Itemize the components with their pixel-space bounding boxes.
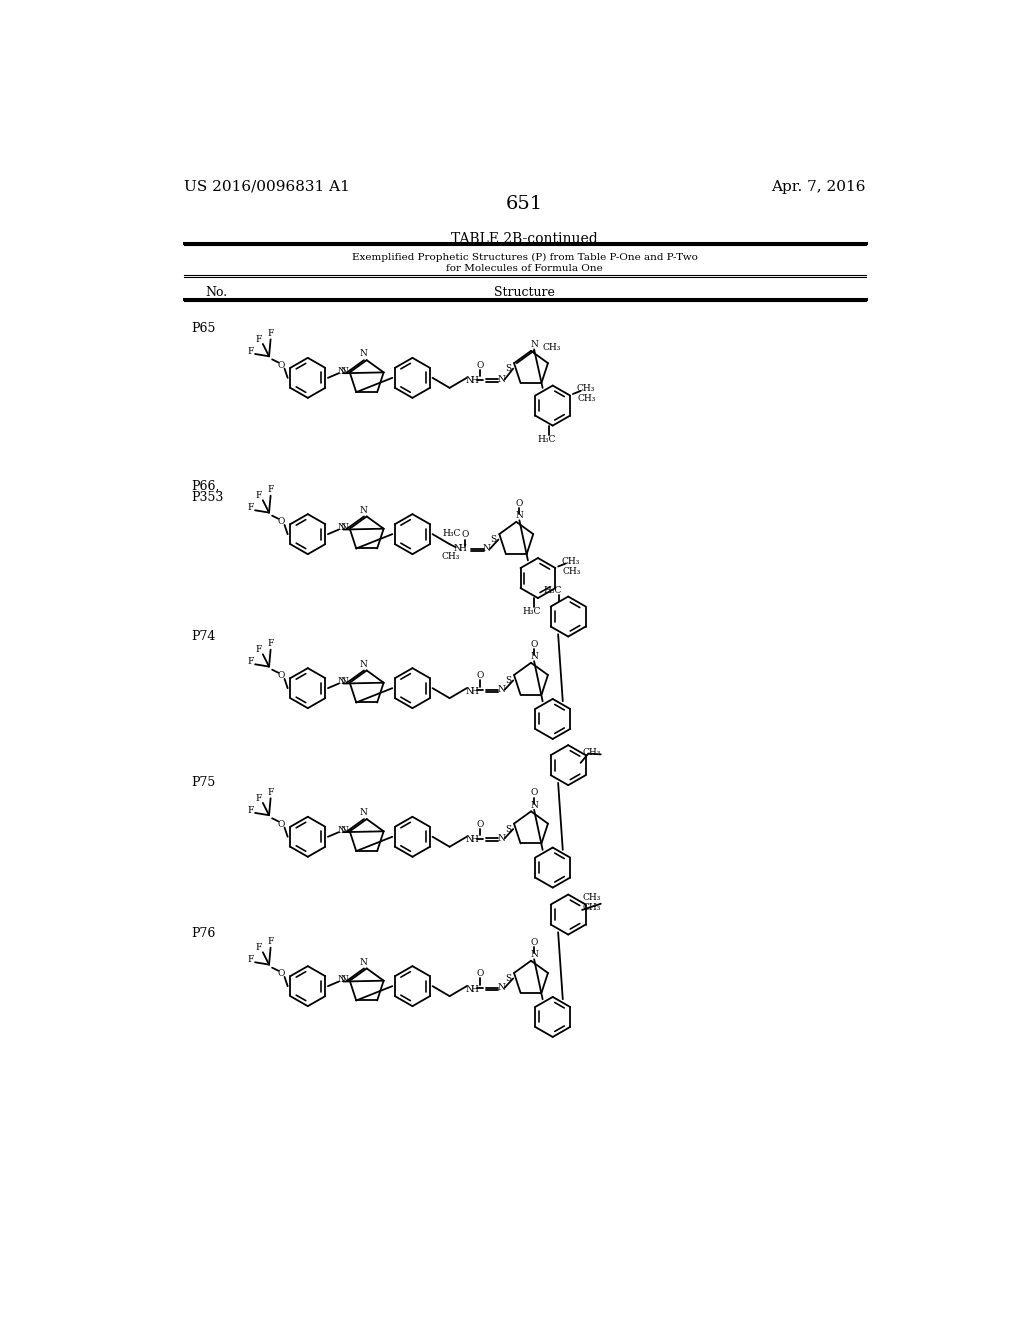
- Text: N: N: [466, 376, 474, 385]
- Text: Structure: Structure: [495, 286, 555, 300]
- Text: N: N: [338, 826, 346, 836]
- Text: F: F: [255, 793, 261, 803]
- Text: CH₃: CH₃: [578, 395, 596, 403]
- Text: Exemplified Prophetic Structures (P) from Table P-One and P-Two: Exemplified Prophetic Structures (P) fro…: [352, 253, 697, 263]
- Text: O: O: [530, 640, 538, 648]
- Text: N: N: [340, 524, 348, 532]
- Text: N: N: [359, 350, 368, 359]
- Text: N: N: [515, 511, 523, 520]
- Text: F: F: [247, 657, 254, 667]
- Text: N: N: [359, 506, 368, 515]
- Text: N: N: [498, 983, 506, 993]
- Text: for Molecules of Formula One: for Molecules of Formula One: [446, 264, 603, 273]
- Text: O: O: [278, 672, 285, 680]
- Text: CH₃: CH₃: [583, 748, 601, 758]
- Text: N: N: [340, 826, 348, 836]
- Text: F: F: [255, 335, 261, 343]
- Text: F: F: [255, 645, 261, 655]
- Text: O: O: [530, 937, 538, 946]
- Text: CH₃: CH₃: [543, 343, 561, 351]
- Text: H: H: [470, 985, 478, 994]
- Text: CH₃: CH₃: [583, 903, 601, 912]
- Text: H₃C: H₃C: [544, 586, 562, 595]
- Text: S: S: [506, 364, 512, 374]
- Text: F: F: [255, 491, 261, 500]
- Text: CH₃: CH₃: [561, 557, 580, 565]
- Text: O: O: [530, 788, 538, 797]
- Text: N: N: [340, 975, 348, 985]
- Text: N: N: [530, 341, 538, 350]
- Text: N: N: [483, 544, 490, 553]
- Text: F: F: [247, 807, 254, 814]
- Text: P75: P75: [191, 776, 216, 789]
- Text: N: N: [466, 686, 474, 696]
- Text: P66,: P66,: [191, 480, 220, 494]
- Text: N: N: [530, 801, 538, 809]
- Text: CH₃: CH₃: [442, 552, 461, 561]
- Text: F: F: [267, 788, 273, 796]
- Text: N: N: [359, 958, 368, 966]
- Text: Apr. 7, 2016: Apr. 7, 2016: [771, 180, 866, 194]
- Text: O: O: [278, 517, 285, 527]
- Text: S: S: [490, 535, 497, 544]
- Text: N: N: [338, 524, 346, 532]
- Text: CH₃: CH₃: [583, 894, 601, 902]
- Text: F: F: [267, 329, 273, 338]
- Text: O: O: [516, 499, 523, 508]
- Text: F: F: [255, 944, 261, 952]
- Text: N: N: [340, 677, 348, 686]
- Text: N: N: [338, 677, 346, 686]
- Text: S: S: [506, 974, 512, 983]
- Text: F: F: [247, 956, 254, 965]
- Text: O: O: [476, 672, 483, 680]
- Text: H₃C: H₃C: [442, 529, 461, 537]
- Text: F: F: [247, 503, 254, 512]
- Text: N: N: [466, 836, 474, 845]
- Text: N: N: [359, 808, 368, 817]
- Text: F: F: [247, 347, 254, 356]
- Text: 651: 651: [506, 195, 544, 214]
- Text: S: S: [506, 676, 512, 685]
- Text: F: F: [267, 937, 273, 946]
- Text: N: N: [530, 950, 538, 960]
- Text: O: O: [278, 362, 285, 370]
- Text: S: S: [506, 825, 512, 833]
- Text: O: O: [278, 820, 285, 829]
- Text: US 2016/0096831 A1: US 2016/0096831 A1: [183, 180, 349, 194]
- Text: H₃C: H₃C: [538, 436, 556, 444]
- Text: N: N: [498, 685, 506, 694]
- Text: N: N: [498, 834, 506, 842]
- Text: N: N: [338, 367, 346, 376]
- Text: O: O: [462, 531, 469, 540]
- Text: No.: No.: [206, 286, 227, 300]
- Text: H: H: [470, 836, 478, 845]
- Text: F: F: [267, 484, 273, 494]
- Text: N: N: [340, 367, 348, 376]
- Text: N: N: [359, 660, 368, 669]
- Text: F: F: [267, 639, 273, 648]
- Text: N: N: [466, 985, 474, 994]
- Text: H: H: [470, 686, 478, 696]
- Text: CH₃: CH₃: [563, 566, 582, 576]
- Text: O: O: [476, 969, 483, 978]
- Text: O: O: [476, 362, 483, 370]
- Text: H₃C: H₃C: [522, 607, 541, 616]
- Text: N: N: [530, 652, 538, 661]
- Text: P76: P76: [191, 927, 216, 940]
- Text: P65: P65: [191, 322, 216, 335]
- Text: N: N: [454, 544, 462, 553]
- Text: P74: P74: [191, 630, 216, 643]
- Text: O: O: [278, 969, 285, 978]
- Text: N: N: [498, 375, 506, 384]
- Text: P353: P353: [191, 491, 224, 504]
- Text: N: N: [338, 975, 346, 985]
- Text: O: O: [476, 820, 483, 829]
- Text: CH₃: CH₃: [577, 384, 595, 393]
- Text: H: H: [470, 376, 478, 385]
- Text: H: H: [458, 544, 466, 553]
- Text: TABLE 2B-continued: TABLE 2B-continued: [452, 231, 598, 246]
